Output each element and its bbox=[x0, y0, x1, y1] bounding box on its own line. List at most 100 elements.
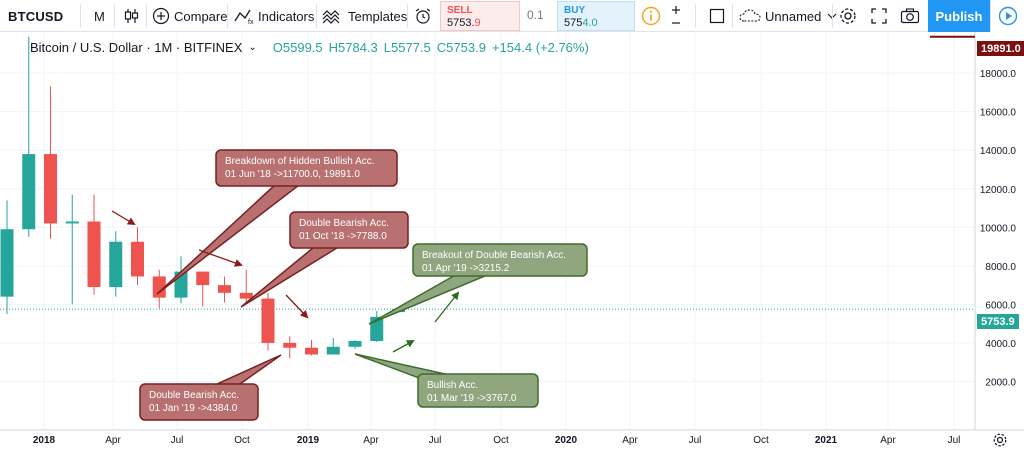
alarm-clock-icon bbox=[414, 7, 432, 25]
chart-style-button[interactable] bbox=[122, 0, 140, 32]
candles bbox=[0, 36, 405, 359]
templates-icon bbox=[322, 7, 342, 25]
chevron-down-icon[interactable]: ⌄ bbox=[248, 42, 257, 53]
candle-body bbox=[65, 221, 79, 224]
callout-box bbox=[417, 373, 539, 408]
callout-line2: 01 Mar '19 ->3767.0 bbox=[427, 393, 517, 404]
x-tick-label: 2021 bbox=[815, 435, 838, 446]
indicators-button[interactable]: fx Indicators bbox=[234, 0, 314, 32]
down-arrow bbox=[285, 294, 309, 319]
candle bbox=[283, 336, 297, 359]
gear-icon bbox=[992, 433, 1008, 450]
ohlc-change: +154.4 (+2.76%) bbox=[491, 40, 589, 55]
publish-label: Publish bbox=[935, 8, 983, 24]
callout-box bbox=[289, 211, 409, 249]
series-title[interactable]: Bitcoin / U.S. Dollar · 1M · BITFINEX bbox=[30, 40, 243, 55]
x-tick-label: Apr bbox=[622, 435, 638, 446]
play-button[interactable] bbox=[990, 0, 1024, 32]
toolbar-divider bbox=[80, 4, 81, 28]
plus-circle-icon bbox=[152, 7, 170, 25]
svg-text:fx: fx bbox=[248, 19, 254, 25]
snapshot-button[interactable] bbox=[900, 0, 920, 32]
x-tick-label: Oct bbox=[234, 435, 250, 446]
candle bbox=[196, 271, 210, 307]
x-tick-label: 2020 bbox=[555, 435, 578, 446]
layout-name: Unnamed bbox=[765, 8, 822, 24]
callout-box bbox=[215, 149, 398, 187]
fullscreen-button[interactable] bbox=[870, 0, 888, 32]
alert-button[interactable] bbox=[414, 0, 432, 32]
annotation-callout[interactable]: Double Bearish Acc. 01 Oct '18 ->7788.0 bbox=[240, 211, 409, 308]
axis-settings-button[interactable] bbox=[992, 432, 1008, 450]
x-tick-label: 2018 bbox=[33, 435, 56, 446]
grid bbox=[0, 32, 975, 430]
buy-button[interactable]: BUY 5754.0 bbox=[557, 1, 635, 31]
candle-body bbox=[305, 347, 318, 355]
sell-label: SELL bbox=[447, 5, 473, 16]
callout-line2: 01 Jan '19 ->4384.0 bbox=[149, 403, 238, 414]
sell-button[interactable]: SELL 5753.9 bbox=[440, 1, 520, 31]
compare-button[interactable]: Compare bbox=[152, 0, 227, 32]
candle-body bbox=[348, 340, 362, 347]
up-arrow bbox=[392, 340, 415, 353]
x-tick-label: Apr bbox=[880, 435, 896, 446]
candle bbox=[44, 86, 57, 239]
x-tick-label: Apr bbox=[363, 435, 379, 446]
interval-label: M bbox=[94, 8, 105, 24]
annotation-callout[interactable]: Breakout of Double Bearish Acc. 01 Apr '1… bbox=[368, 243, 588, 325]
compare-label: Compare bbox=[174, 8, 228, 24]
callout-line2: 01 Jun '18 ->11700.0, 19891.0 bbox=[225, 169, 360, 180]
chart-legend: Bitcoin / U.S. Dollar · 1M · BITFINEX ⌄ … bbox=[30, 40, 589, 55]
candle bbox=[22, 36, 36, 237]
templates-button[interactable]: Templates bbox=[322, 0, 407, 32]
callout-line1: Breakdown of Hidden Bullish Acc. bbox=[225, 156, 375, 167]
cloud-icon bbox=[739, 8, 761, 24]
annotation-callout[interactable]: Breakdown of Hidden Bullish Acc. 01 Jun '… bbox=[156, 149, 398, 295]
play-circle-icon bbox=[998, 6, 1018, 26]
info-button[interactable] bbox=[641, 0, 661, 32]
annotation-callout[interactable]: Double Bearish Acc. 01 Jan '19 ->4384.0 bbox=[139, 354, 282, 421]
candle-body bbox=[261, 298, 275, 343]
y-tick-label: 6000.0 bbox=[985, 300, 1016, 311]
callout-line2: 01 Apr '19 ->3215.2 bbox=[422, 263, 510, 274]
price-chart[interactable]: 2000.0 4000.0 6000.0 8000.0 10000.0 12000.0 14… bbox=[0, 32, 1024, 450]
publish-button[interactable]: Publish bbox=[928, 0, 990, 32]
annotations[interactable]: Breakdown of Hidden Bullish Acc. 01 Jun '… bbox=[139, 149, 588, 421]
layout-menu[interactable]: Unnamed bbox=[739, 0, 837, 32]
y-tick-label: 2000.0 bbox=[985, 377, 1016, 388]
ohlc-low: L5577.5 bbox=[383, 40, 431, 55]
callout-line1: Breakout of Double Bearish Acc. bbox=[422, 250, 566, 261]
price-stepper[interactable] bbox=[670, 0, 682, 32]
annotation-callout[interactable]: Bullish Acc. 01 Mar '19 ->3767.0 bbox=[354, 353, 539, 408]
expand-icon bbox=[870, 7, 888, 25]
toolbar-divider bbox=[227, 4, 228, 28]
info-icon bbox=[641, 6, 661, 26]
axes: 2000.0 4000.0 6000.0 8000.0 10000.0 12000.0 14… bbox=[0, 32, 1024, 446]
toolbar-divider bbox=[407, 4, 408, 28]
templates-label: Templates bbox=[348, 8, 408, 24]
candle bbox=[87, 194, 101, 295]
candle bbox=[218, 276, 231, 303]
camera-icon bbox=[900, 7, 920, 25]
candle-body bbox=[218, 285, 231, 293]
interval-button[interactable]: M bbox=[94, 0, 105, 32]
sell-price: 5753.9 bbox=[447, 17, 481, 29]
ohlc-high: H5784.3 bbox=[328, 40, 378, 55]
candle bbox=[305, 340, 318, 356]
candle-body bbox=[239, 292, 253, 299]
candle-body bbox=[0, 229, 14, 297]
settings-button[interactable] bbox=[838, 0, 858, 32]
fullscreen-layout-button[interactable] bbox=[708, 0, 726, 32]
last-price-tag: 5753.9 bbox=[977, 314, 1019, 329]
candle bbox=[131, 227, 144, 286]
trend-arrows bbox=[111, 210, 460, 353]
up-arrow bbox=[434, 291, 460, 323]
symbol-search[interactable]: BTCUSD bbox=[8, 0, 63, 32]
down-arrow bbox=[111, 210, 136, 226]
y-tick-label: 8000.0 bbox=[985, 262, 1016, 273]
candle-body bbox=[326, 346, 340, 355]
square-icon bbox=[708, 7, 726, 25]
candle bbox=[0, 200, 14, 315]
spread-value: 0.1 bbox=[527, 8, 544, 22]
indicators-label: Indicators bbox=[258, 8, 315, 24]
